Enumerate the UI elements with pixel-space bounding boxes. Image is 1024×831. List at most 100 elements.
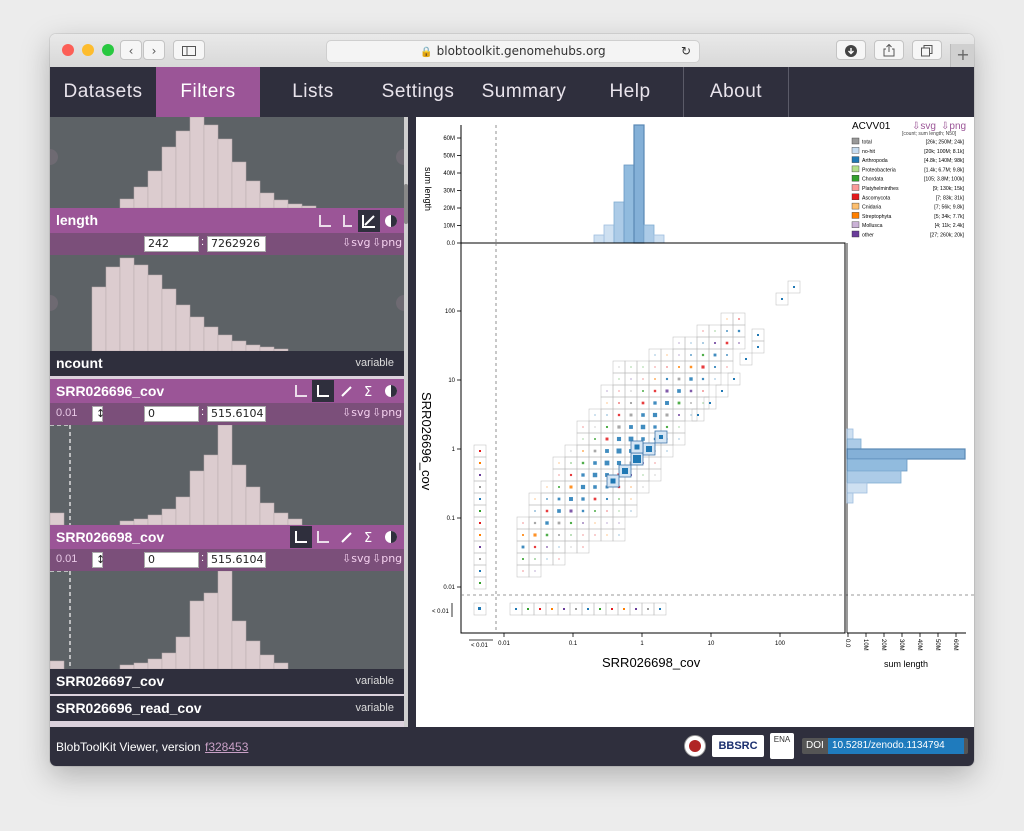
bin-cell[interactable] — [732, 336, 746, 350]
length-histogram[interactable] — [50, 117, 408, 209]
axis-x-icon[interactable] — [290, 526, 312, 548]
legend-label[interactable]: Arthropoda — [862, 158, 888, 164]
bin-cell[interactable] — [653, 602, 667, 616]
ncount-histogram[interactable] — [50, 255, 408, 352]
nav-lists[interactable]: Lists — [292, 81, 334, 102]
legend-swatch[interactable] — [851, 175, 860, 182]
minimize-window-button[interactable] — [82, 44, 94, 56]
bin-cell[interactable] — [727, 372, 741, 386]
srr026696-min-input[interactable]: 0 — [144, 406, 199, 422]
log-scale-icon[interactable] — [358, 210, 380, 232]
bin-cell[interactable] — [552, 552, 566, 566]
bin-cell[interactable] — [787, 280, 801, 294]
length-png-button[interactable]: ⇩png — [372, 236, 403, 249]
axis-y-icon[interactable] — [312, 380, 334, 402]
back-button[interactable]: ‹ — [120, 40, 142, 60]
legend-swatch[interactable] — [851, 202, 860, 210]
legend-label[interactable]: other — [862, 233, 874, 239]
invert-icon[interactable] — [380, 380, 402, 402]
srr026698-png-button[interactable]: ⇩png — [372, 552, 403, 565]
sanger-logo[interactable] — [684, 735, 706, 757]
length-svg-button[interactable]: ⇩svg — [342, 236, 371, 249]
bin-cell[interactable] — [576, 540, 590, 554]
srr026696-read-filter-header[interactable]: SRR026696_read_cov variable — [50, 696, 404, 721]
srr026698-threshold-stepper[interactable]: ↕ — [92, 552, 105, 568]
bin-cell[interactable] — [703, 396, 717, 410]
srr026698-histogram[interactable] — [50, 570, 404, 670]
bin-cell[interactable] — [473, 576, 487, 590]
srr026698-threshold[interactable]: 0.01 — [56, 553, 78, 565]
bin-cell[interactable] — [660, 444, 674, 458]
legend-swatch[interactable] — [851, 193, 860, 201]
sidebar-scrollbar[interactable] — [404, 117, 408, 727]
plot-png-button[interactable]: ⇩png — [941, 121, 966, 132]
srr026698-svg-button[interactable]: ⇩svg — [342, 552, 371, 565]
legend-swatch[interactable] — [851, 212, 860, 219]
invert-icon[interactable] — [380, 526, 402, 548]
bin-cell[interactable] — [691, 408, 705, 422]
ena-logo[interactable]: ENA — [770, 733, 794, 759]
srr026698-max-input[interactable]: 515.6104 — [207, 552, 266, 568]
reload-icon[interactable]: ↻ — [680, 44, 691, 58]
nav-filters[interactable]: Filters — [156, 67, 260, 117]
bin-cell[interactable] — [528, 564, 542, 578]
legend-swatch[interactable] — [851, 221, 860, 228]
nav-help[interactable]: Help — [609, 81, 651, 102]
sidebar-toggle-button[interactable] — [173, 40, 205, 60]
srr026696-svg-button[interactable]: ⇩svg — [342, 406, 371, 419]
srr026696-png-button[interactable]: ⇩png — [372, 406, 403, 419]
address-bar[interactable]: 🔒 blobtoolkit.genomehubs.org ↻ — [326, 40, 700, 63]
length-min-input[interactable]: 242 — [144, 236, 199, 252]
log-scale-icon[interactable] — [336, 380, 358, 402]
bin-cell[interactable] — [720, 360, 734, 374]
legend-label[interactable]: Chordata — [862, 177, 883, 183]
plot-svg-button[interactable]: ⇩svg — [912, 121, 936, 132]
legend-swatch[interactable] — [851, 184, 860, 191]
bin-cell[interactable] — [672, 432, 686, 446]
tabs-overview-button[interactable] — [912, 40, 942, 60]
bin-cell[interactable] — [648, 468, 662, 482]
legend-label[interactable]: no-hit — [862, 149, 876, 155]
legend-swatch[interactable] — [851, 165, 860, 173]
close-window-button[interactable] — [62, 44, 74, 56]
bin-cell[interactable] — [624, 504, 638, 518]
nav-summary[interactable]: Summary — [481, 81, 567, 102]
invert-icon[interactable] — [380, 210, 402, 232]
sum-icon[interactable]: Σ — [358, 526, 380, 548]
sum-icon[interactable]: Σ — [358, 380, 380, 402]
sidebar-scroll-thumb[interactable] — [404, 184, 408, 224]
bin-cell[interactable] — [636, 480, 650, 494]
legend-label[interactable]: Platyhelminthes — [862, 186, 899, 192]
axis-y-icon[interactable] — [336, 210, 358, 232]
legend-label[interactable]: Streptophyta — [862, 214, 892, 220]
srr026697-filter-header[interactable]: SRR026697_cov variable — [50, 669, 404, 694]
forward-button[interactable]: › — [143, 40, 165, 60]
nav-settings[interactable]: Settings — [381, 81, 455, 102]
bin-cell[interactable] — [751, 328, 765, 342]
srr026696-threshold-stepper[interactable]: ↕ — [92, 406, 105, 422]
downloads-button[interactable] — [836, 40, 866, 60]
legend-label[interactable]: Ascomycota — [862, 195, 890, 201]
axis-x-icon[interactable] — [314, 210, 336, 232]
bin-cell[interactable] — [708, 372, 722, 386]
bin-cell[interactable] — [612, 528, 626, 542]
nav-datasets[interactable]: Datasets — [63, 81, 143, 102]
share-button[interactable] — [874, 40, 904, 60]
legend-swatch[interactable] — [851, 156, 860, 163]
bin-cell[interactable] — [739, 352, 753, 366]
blob-plot[interactable]: 0.0 10M 20M 30M 40M 50M 60M sum length ACVV01 … — [416, 117, 974, 727]
legend-swatch[interactable] — [851, 137, 860, 145]
srr026698-min-input[interactable]: 0 — [144, 552, 199, 568]
bin-cell[interactable] — [775, 292, 789, 306]
new-tab-button[interactable]: + — [950, 44, 974, 67]
doi-badge[interactable]: DOI 10.5281/zenodo.1134794 — [802, 738, 968, 754]
srr026696-histogram[interactable] — [50, 424, 404, 526]
length-max-input[interactable]: 7262926 — [207, 236, 266, 252]
log-scale-icon[interactable] — [336, 526, 358, 548]
srr026696-max-input[interactable]: 515.6104 — [207, 406, 266, 422]
srr026696-threshold[interactable]: 0.01 — [56, 407, 78, 419]
ncount-filter-header[interactable]: ncount variable — [50, 351, 404, 376]
legend-label[interactable]: Proteobacteria — [862, 167, 896, 173]
legend-swatch[interactable] — [851, 230, 860, 238]
nav-about[interactable]: About — [709, 81, 763, 102]
